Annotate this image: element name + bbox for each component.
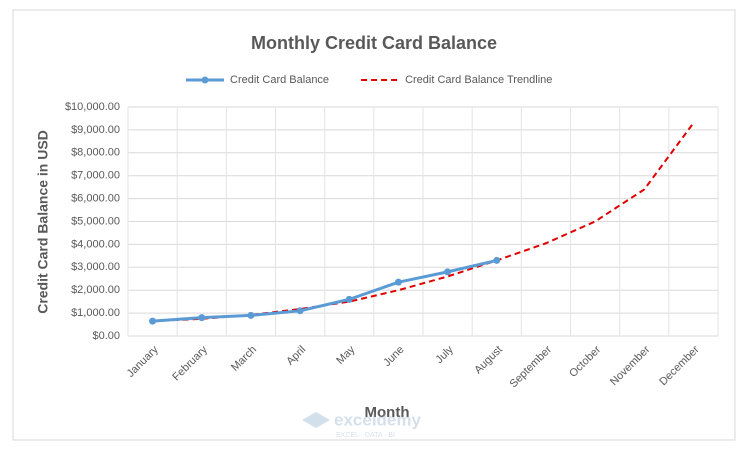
data-point: [247, 311, 255, 319]
y-axis-title: Credit Card Balance in USD: [35, 130, 51, 314]
legend-marker: [201, 76, 209, 84]
legend-label: Credit Card Balance Trendline: [405, 74, 552, 86]
y-tick-label: $1,000.00: [71, 307, 120, 319]
watermark-name: exceldemy: [334, 410, 421, 429]
series-line: [152, 258, 498, 323]
y-tick-label: $3,000.00: [71, 261, 120, 273]
data-point: [198, 314, 206, 322]
data-point: [444, 268, 452, 276]
watermark-tagline: EXCEL · DATA · BI: [336, 432, 395, 439]
legend-label: Credit Card Balance: [230, 74, 329, 86]
watermark-logo: [302, 412, 330, 428]
y-tick-label: $7,000.00: [71, 170, 120, 182]
y-tick-label: $5,000.00: [71, 215, 120, 227]
chart-title: Monthly Credit Card Balance: [251, 33, 497, 53]
y-tick-label: $9,000.00: [71, 124, 120, 136]
data-point: [493, 256, 501, 264]
y-tick-label: $0.00: [92, 330, 120, 342]
y-tick-label: $6,000.00: [71, 193, 120, 205]
y-tick-label: $4,000.00: [71, 238, 120, 250]
y-tick-label: $8,000.00: [71, 147, 120, 159]
watermark: exceldemy EXCEL · DATA · BI: [302, 410, 421, 439]
y-tick-label: $10,000.00: [65, 101, 120, 113]
data-point: [296, 307, 304, 315]
x-axis-title: Month: [365, 404, 410, 421]
data-point: [394, 278, 402, 286]
data-point: [345, 295, 353, 303]
data-point: [149, 317, 157, 325]
y-tick-label: $2,000.00: [71, 284, 120, 296]
